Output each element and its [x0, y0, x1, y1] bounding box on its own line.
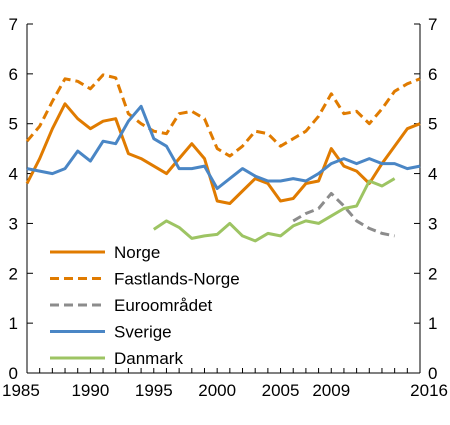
- x-tick-label: 1985: [2, 381, 40, 400]
- left-y-tick-label: 2: [9, 264, 18, 283]
- series-line-2: [25, 73, 421, 158]
- left-y-tick-label: 6: [9, 65, 18, 84]
- left-y-tick-label: 1: [9, 314, 18, 333]
- right-y-axis: 0 1 2 3 4 5 6 7: [414, 15, 437, 383]
- right-y-tick-label: 0: [428, 364, 437, 383]
- right-y-tick-label: 4: [428, 165, 437, 184]
- legend-label-3: Euroområdet: [114, 296, 213, 315]
- series-line-3: [292, 192, 395, 238]
- right-y-tick-label: 5: [428, 115, 437, 134]
- left-y-tick-label: 7: [9, 15, 18, 34]
- series-lines: [25, 73, 421, 243]
- x-tick-label: 1995: [135, 381, 173, 400]
- right-y-tick-label: 3: [428, 214, 437, 233]
- right-y-tick-label: 6: [428, 65, 437, 84]
- right-y-tick-label: 2: [428, 264, 437, 283]
- legend-label-1: Norge: [114, 243, 160, 262]
- left-y-axis: 0 1 2 3 4 5 6 7: [9, 15, 33, 383]
- x-tick-label: 2016: [410, 381, 448, 400]
- legend-label-4: Sverige: [114, 323, 172, 342]
- x-tick-label: 1990: [71, 381, 109, 400]
- x-tick-label: 2005: [262, 381, 300, 400]
- series-line-1: [25, 102, 421, 205]
- right-y-tick-label: 7: [428, 15, 437, 34]
- series-line-4: [26, 104, 421, 190]
- legend: Norge Fastlands-Norge Euroområdet Sverige Da…: [50, 243, 240, 368]
- legend-label-5: Danmark: [114, 349, 183, 368]
- axes: [26, 24, 421, 374]
- left-y-tick-label: 4: [9, 165, 18, 184]
- left-y-tick-label: 5: [9, 115, 18, 134]
- x-tick-label: 2009: [312, 381, 350, 400]
- series-line-5: [152, 177, 396, 243]
- left-y-tick-label: 0: [9, 364, 18, 383]
- legend-label-2: Fastlands-Norge: [114, 270, 240, 289]
- x-axis: 1985 1990 1995 2000 2005 2009 2016: [2, 368, 448, 400]
- left-y-tick-label: 3: [9, 214, 18, 233]
- right-y-tick-label: 1: [428, 314, 437, 333]
- x-tick-label: 2000: [198, 381, 236, 400]
